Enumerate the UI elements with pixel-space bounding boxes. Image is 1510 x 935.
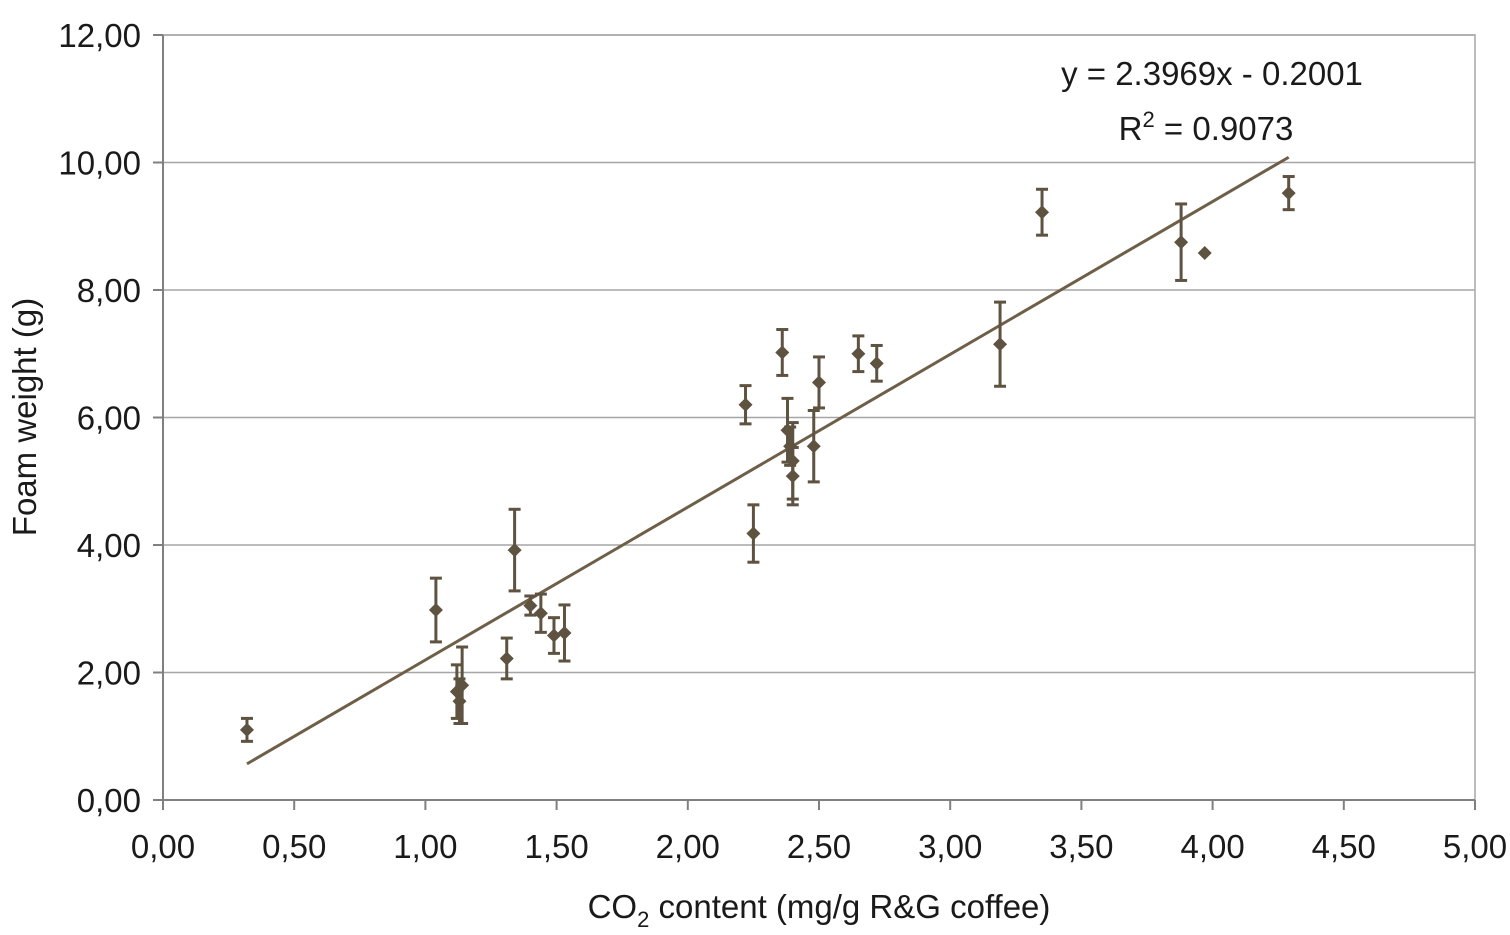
data-point: [557, 603, 572, 663]
y-tick-label: 2,00: [77, 655, 141, 692]
diamond-marker: [533, 606, 548, 621]
diamond-marker: [1174, 235, 1189, 250]
data-point: [546, 616, 561, 655]
diamond-marker: [507, 543, 522, 558]
data-point: [746, 503, 761, 564]
trendline: [246, 155, 1290, 766]
data-point: [239, 716, 254, 743]
y-tick-label: 0,00: [77, 782, 141, 819]
data-point: [851, 334, 866, 374]
data-point: [523, 594, 538, 617]
data-point: [499, 636, 514, 681]
x-tick-label: 1,50: [524, 828, 588, 865]
diamond-marker: [993, 337, 1008, 352]
diamond-marker: [738, 397, 753, 412]
data-point: [507, 507, 522, 593]
x-tick-label: 0,50: [262, 828, 326, 865]
x-tick-label: 3,00: [918, 828, 982, 865]
diamond-marker: [775, 345, 790, 360]
y-tick-label: 12,00: [58, 17, 141, 54]
data-point: [1197, 246, 1212, 261]
diamond-marker: [746, 526, 761, 541]
diamond-marker: [869, 356, 884, 371]
diamond-marker: [812, 375, 826, 390]
x-tick-label: 4,00: [1180, 828, 1244, 865]
y-tick-label: 6,00: [77, 400, 141, 437]
diamond-marker: [523, 598, 538, 613]
x-axis-title: CO2 content (mg/g R&G coffee): [588, 888, 1051, 932]
diamond-marker: [851, 346, 866, 361]
y-axis-title: Foam weight (g): [6, 298, 43, 536]
diamond-marker: [806, 439, 821, 454]
data-point: [428, 576, 443, 644]
trendline-group: [246, 155, 1290, 766]
diamond-marker: [239, 722, 254, 737]
x-tick-label: 5,00: [1443, 828, 1507, 865]
data-point: [869, 343, 884, 383]
y-tick-labels: 0,00 2,00 4,00 6,00 8,00 10,00 12,00: [58, 17, 141, 819]
data-point: [1174, 202, 1189, 282]
data-point: [775, 328, 790, 377]
x-tick-labels: 0,00 0,50 1,00 1,50 2,00 2,50 3,00 3,50 4,00 4,50…: [131, 828, 1507, 865]
data-point: [993, 300, 1008, 388]
data-point: [533, 592, 548, 634]
diamond-marker: [785, 469, 800, 484]
trendline-equation: y = 2.3969x - 0.2001: [1061, 55, 1363, 92]
diamond-marker: [499, 651, 514, 666]
diamond-marker: [1197, 246, 1212, 261]
data-points: [239, 175, 1296, 743]
data-point: [1035, 187, 1050, 237]
x-tick-label: 1,00: [393, 828, 457, 865]
diamond-marker: [1035, 205, 1050, 220]
y-tick-label: 10,00: [58, 145, 141, 182]
x-tick-label: 3,50: [1049, 828, 1113, 865]
data-point: [812, 355, 826, 410]
data-point: [738, 384, 753, 426]
data-point: [1281, 175, 1296, 212]
diamond-marker: [428, 603, 443, 618]
y-tick-label: 8,00: [77, 272, 141, 309]
axes: [153, 34, 1476, 810]
x-tick-label: 2,50: [787, 828, 851, 865]
diamond-marker: [455, 678, 470, 693]
data-point: [455, 645, 470, 725]
r-squared-label: R2 = 0.9073: [1119, 107, 1294, 147]
x-tick-label: 0,00: [131, 828, 195, 865]
data-point: [785, 445, 800, 507]
diamond-marker: [546, 628, 561, 643]
diamond-marker: [1281, 186, 1296, 201]
x-tick-label: 2,00: [656, 828, 720, 865]
x-tick-label: 4,50: [1312, 828, 1376, 865]
data-point: [806, 408, 821, 484]
diamond-marker: [557, 625, 572, 640]
y-tick-label: 4,00: [77, 527, 141, 564]
